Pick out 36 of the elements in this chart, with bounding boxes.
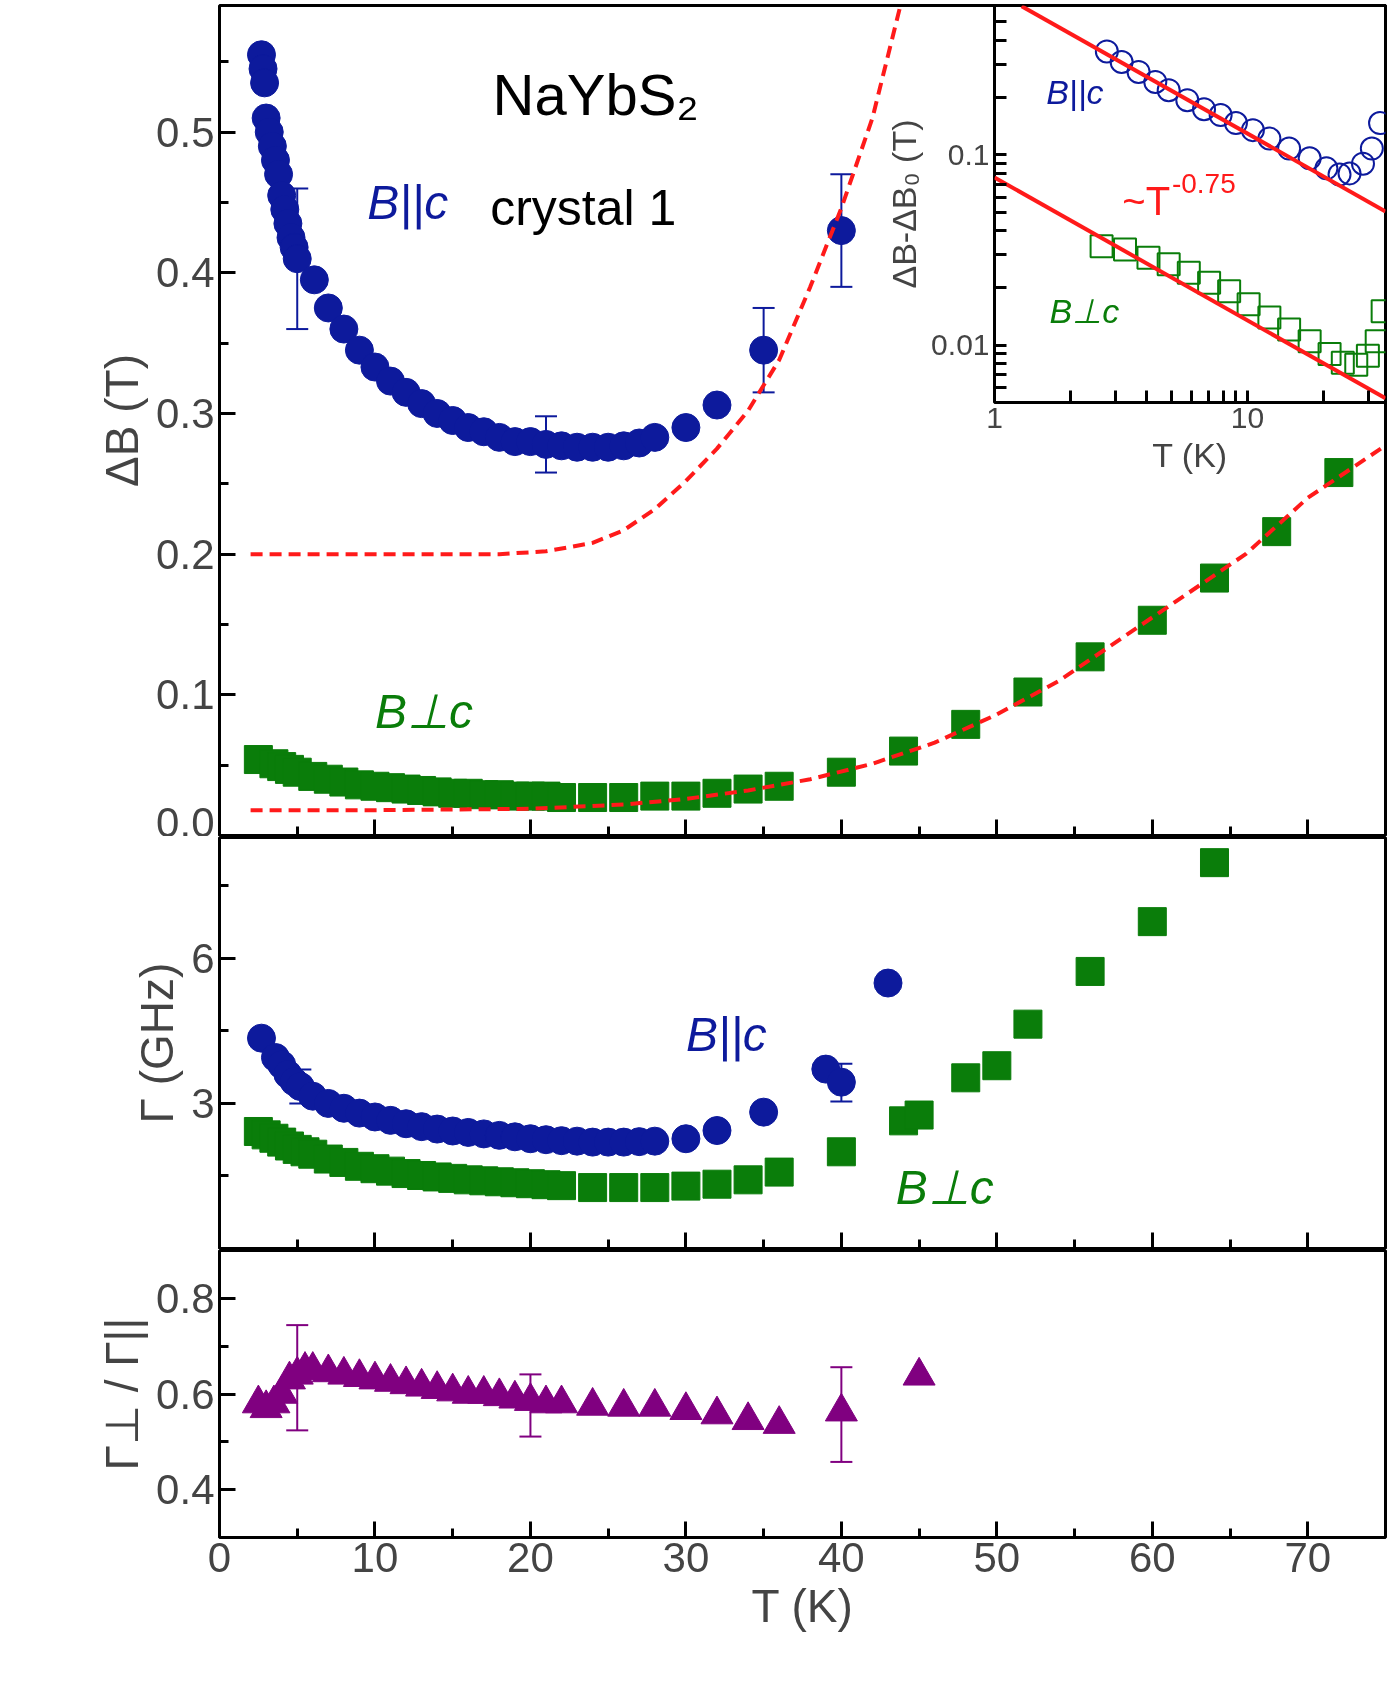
x-axis-title: T (K) — [751, 1579, 853, 1632]
x-tick-label: 60 — [1128, 1533, 1176, 1581]
y-tick-label: 6 — [191, 934, 215, 982]
series-label: B⊥c — [895, 1160, 994, 1214]
y-tick-label: 3 — [191, 1079, 215, 1127]
series-label: B||c — [685, 1008, 767, 1063]
series-label: B⊥c — [1049, 292, 1120, 331]
y-axis-title: ΔB (T) — [96, 354, 149, 487]
x-tick-label: 20 — [507, 1533, 554, 1581]
series-label: B⊥c — [374, 685, 473, 739]
x-tick-label: 0 — [207, 1533, 232, 1581]
x-axis-title: T (K) — [1152, 435, 1228, 474]
x-tick-label: 70 — [1284, 1533, 1332, 1581]
y-tick-label: 0.2 — [156, 530, 215, 578]
y-axis-title: Γ (GHz) — [131, 962, 184, 1124]
series-label: B||c — [367, 175, 449, 230]
y-axis-title: Γ⊥ / Γ|| — [96, 1317, 149, 1471]
x-tick-label: 10 — [351, 1533, 399, 1581]
y-tick-label: 0.01 — [931, 328, 990, 362]
x-tick-label: 10 — [1230, 400, 1265, 434]
annotation: NaYbS₂ — [492, 61, 699, 127]
x-tick-label: 30 — [662, 1533, 710, 1581]
y-axis-title: ΔB-ΔB₀ (T) — [885, 119, 924, 289]
x-tick-label: 50 — [973, 1533, 1021, 1581]
x-tick-label: 1 — [986, 400, 1003, 434]
series-label: B||c — [1046, 72, 1104, 111]
y-tick-label: 0.4 — [156, 1466, 215, 1514]
y-tick-label: 0.6 — [156, 1370, 215, 1418]
annotation: crystal 1 — [490, 180, 677, 237]
y-tick-label: 0.4 — [156, 249, 215, 297]
y-tick-label: 0.1 — [156, 671, 215, 719]
y-tick-label: 0.5 — [156, 108, 215, 156]
y-tick-label: 0.8 — [156, 1274, 215, 1322]
x-tick-label: 40 — [818, 1533, 865, 1581]
y-tick-label: 0.3 — [156, 389, 215, 437]
y-tick-label: 0.1 — [947, 137, 990, 171]
